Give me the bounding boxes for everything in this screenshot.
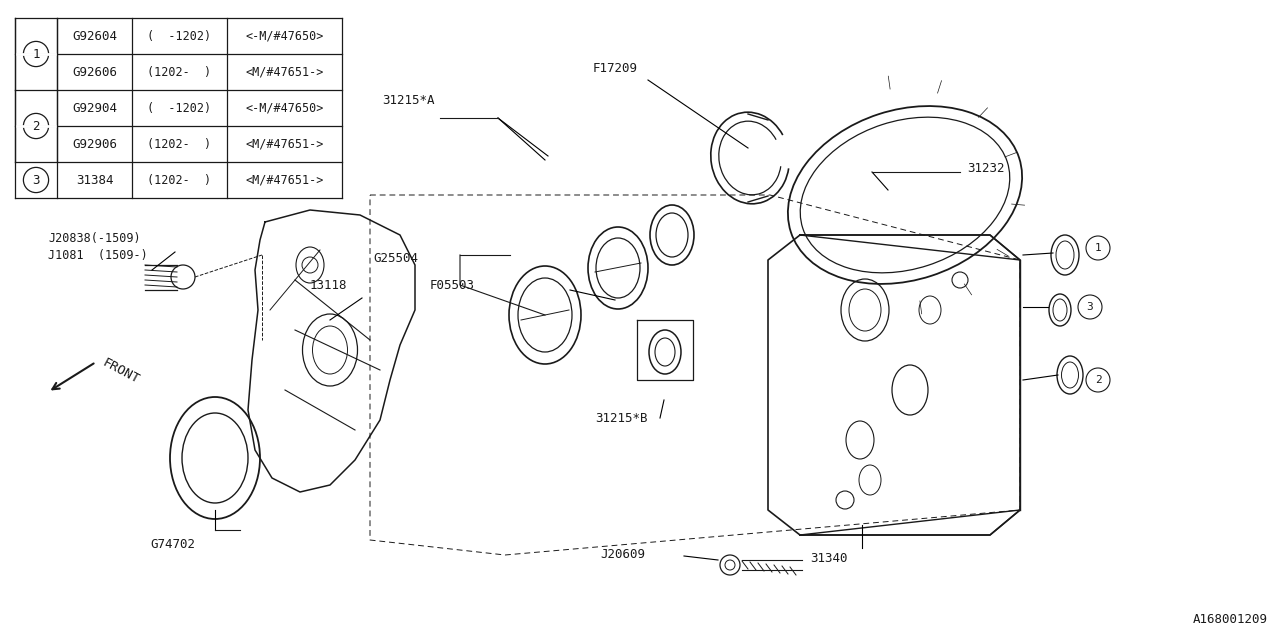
Text: 2: 2 [1094, 375, 1101, 385]
Text: (1202-  ): (1202- ) [147, 65, 211, 79]
Text: 31215*A: 31215*A [383, 93, 435, 106]
Text: G92604: G92604 [72, 29, 116, 42]
Text: <-M/#47650>: <-M/#47650> [246, 29, 324, 42]
Text: 1: 1 [32, 47, 40, 61]
Text: F17209: F17209 [593, 61, 637, 74]
Text: G92606: G92606 [72, 65, 116, 79]
Text: J20609: J20609 [600, 548, 645, 561]
Text: (1202-  ): (1202- ) [147, 138, 211, 150]
Text: 1: 1 [1094, 243, 1101, 253]
Text: 31215*B: 31215*B [595, 412, 648, 424]
Text: 3: 3 [1087, 302, 1093, 312]
Text: A168001209: A168001209 [1193, 613, 1268, 626]
Text: 13118: 13118 [310, 278, 347, 291]
Text: G92904: G92904 [72, 102, 116, 115]
Text: 2: 2 [32, 120, 40, 132]
Text: <-M/#47650>: <-M/#47650> [246, 102, 324, 115]
Text: <M/#47651->: <M/#47651-> [246, 138, 324, 150]
Text: G92906: G92906 [72, 138, 116, 150]
Text: J20838(-1509): J20838(-1509) [49, 232, 141, 244]
Text: (  -1202): ( -1202) [147, 102, 211, 115]
Text: 3: 3 [32, 173, 40, 186]
Text: FRONT: FRONT [100, 356, 141, 387]
Text: 31384: 31384 [76, 173, 113, 186]
Text: 31340: 31340 [810, 552, 847, 564]
Text: 31232: 31232 [966, 161, 1005, 175]
Text: <M/#47651->: <M/#47651-> [246, 173, 324, 186]
Text: G25504: G25504 [372, 252, 419, 264]
Text: <M/#47651->: <M/#47651-> [246, 65, 324, 79]
Text: J1081  (1509-): J1081 (1509-) [49, 248, 147, 262]
Text: (1202-  ): (1202- ) [147, 173, 211, 186]
Text: G74702: G74702 [150, 538, 195, 552]
Text: (  -1202): ( -1202) [147, 29, 211, 42]
Text: F05503: F05503 [430, 278, 475, 291]
